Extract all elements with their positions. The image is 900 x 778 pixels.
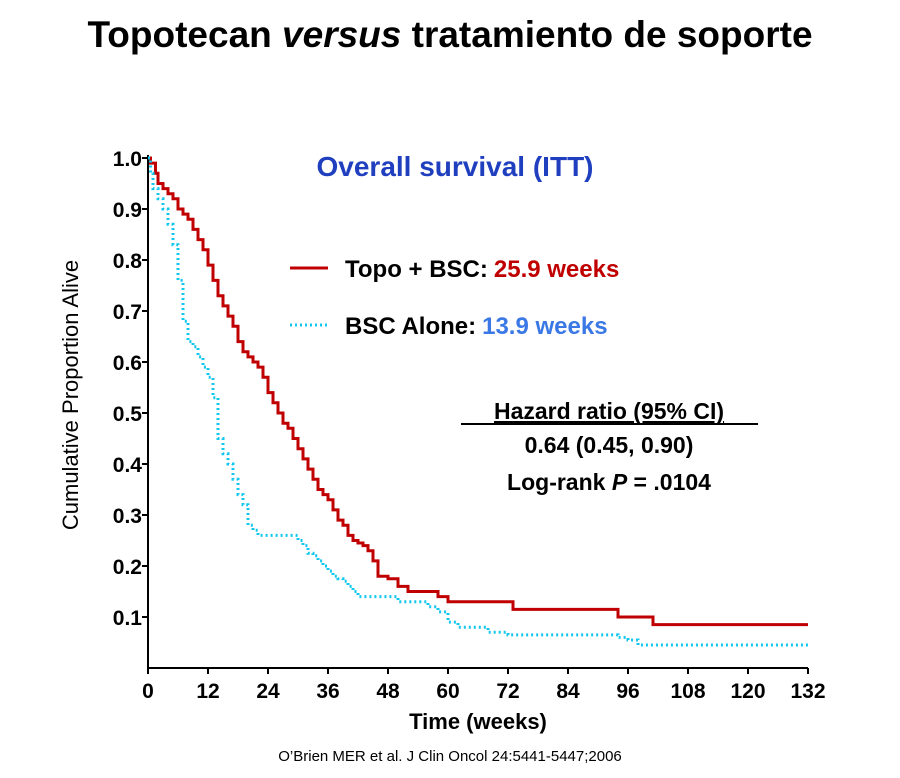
logrank-p-value: Log-rank P = .0104	[507, 469, 711, 495]
title-part-2: tratamiento de soporte	[401, 14, 813, 55]
legend: Topo + BSC: 25.9 weeks BSC Alone: 13.9 wee…	[290, 256, 619, 340]
y-tick-label: 0.5	[113, 403, 143, 426]
x-tick-label: 108	[670, 680, 705, 703]
tick-layer: 0 12 24 36 48 60 72 84 96 108 120 132 0.1 0.2 0.3 0.4 0.…	[113, 148, 826, 703]
slide-title: Topotecan versus tratamiento de soporte	[0, 14, 900, 56]
survival-curve-bsc-alone	[148, 156, 808, 647]
y-tick-label: 0.6	[113, 352, 142, 375]
title-italic: versus	[282, 14, 402, 55]
series-layer	[148, 156, 808, 647]
y-axis-label: Cumulative Proportion Alive	[58, 260, 83, 530]
hazard-ratio-heading: Hazard ratio (95% CI)	[494, 398, 724, 424]
y-tick-label: 0.9	[113, 199, 142, 222]
x-tick-label: 84	[556, 680, 580, 703]
x-tick-label: 72	[496, 680, 519, 703]
hazard-ratio-value: 0.64 (0.45, 0.90)	[525, 432, 694, 458]
y-tick-label: 0.4	[113, 454, 143, 477]
x-tick-label: 48	[376, 680, 400, 703]
x-tick-label: 24	[256, 680, 280, 703]
legend-median-topo: 25.9 weeks	[494, 256, 619, 283]
logrank-p-letter: P	[612, 469, 628, 495]
title-part-1: Topotecan	[87, 14, 283, 55]
hazard-ratio-box: Hazard ratio (95% CI) 0.64 (0.45, 0.90) …	[461, 398, 758, 495]
legend-median-bsc: 13.9 weeks	[482, 313, 607, 340]
y-tick-label: 0.7	[113, 301, 142, 324]
citation: O’Brien MER et al. J Clin Oncol 24:5441-…	[278, 748, 622, 765]
x-tick-label: 132	[790, 680, 825, 703]
logrank-value: = .0104	[627, 469, 711, 495]
x-tick-label: 120	[730, 680, 765, 703]
x-tick-label: 36	[316, 680, 339, 703]
x-tick-label: 0	[142, 680, 154, 703]
y-tick-label: 0.3	[113, 505, 142, 528]
survival-curve-topo-bsc	[148, 156, 808, 627]
logrank-prefix: Log-rank	[507, 469, 612, 495]
legend-entry-bsc: BSC Alone: 13.9 weeks	[345, 313, 608, 340]
x-axis-label: Time (weeks)	[409, 709, 547, 734]
legend-name-topo: Topo + BSC:	[345, 256, 488, 283]
chart-subtitle: Overall survival (ITT)	[317, 151, 594, 182]
x-tick-label: 12	[196, 680, 219, 703]
y-tick-label: 1.0	[113, 148, 142, 171]
y-tick-label: 0.8	[113, 250, 143, 273]
chart-axes	[147, 155, 808, 669]
y-tick-label: 0.2	[113, 556, 142, 579]
y-tick-label: 0.1	[113, 607, 143, 630]
x-tick-label: 60	[436, 680, 459, 703]
legend-entry-topo: Topo + BSC: 25.9 weeks	[345, 256, 619, 283]
x-tick-label: 96	[616, 680, 639, 703]
legend-name-bsc: BSC Alone:	[345, 313, 476, 340]
